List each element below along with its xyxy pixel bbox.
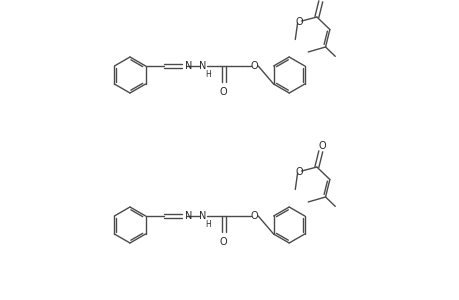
Text: O: O xyxy=(295,17,303,27)
Text: O: O xyxy=(295,167,303,177)
Text: N: N xyxy=(184,61,191,71)
Text: O: O xyxy=(318,141,325,152)
Text: O: O xyxy=(219,87,227,97)
Text: N: N xyxy=(184,211,191,221)
Text: O: O xyxy=(318,0,325,2)
Text: O: O xyxy=(219,237,227,247)
Text: H: H xyxy=(205,220,211,229)
Text: N: N xyxy=(198,211,206,221)
Text: O: O xyxy=(250,61,257,71)
Text: H: H xyxy=(205,70,211,79)
Text: O: O xyxy=(250,211,257,221)
Text: N: N xyxy=(198,61,206,71)
